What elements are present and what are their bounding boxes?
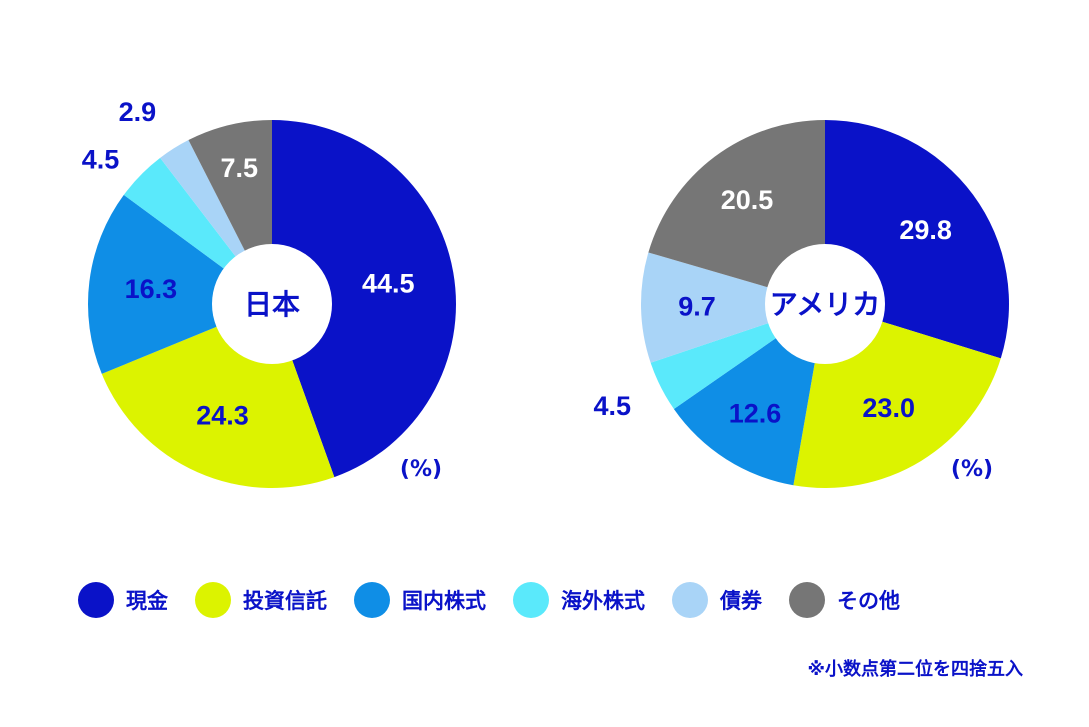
data-label-foreign-stocks: 4.5 — [82, 144, 120, 174]
pie-chart-japan: 44.5 24.3 16.3 4.5 2.9 7.5 日本 (%) — [82, 97, 457, 488]
legend-label: その他 — [837, 589, 900, 613]
legend-item-investment-trust: 投資信託 — [195, 582, 327, 618]
rounding-note: ※小数点第二位を四捨五入 — [807, 659, 1024, 680]
legend-swatch — [354, 582, 390, 618]
legend-swatch — [513, 582, 549, 618]
data-label-domestic-stocks: 12.6 — [729, 399, 782, 429]
pie-slice-domestic-stocks — [87, 194, 272, 374]
pie-center-hole — [212, 244, 332, 364]
legend-swatch — [78, 582, 114, 618]
pie-center-hole — [765, 244, 885, 364]
legend-item-other: その他 — [789, 582, 900, 618]
legend-label: 投資信託 — [243, 589, 327, 613]
legend-label: 現金 — [126, 589, 168, 613]
legend: 現金 投資信託 国内株式 海外株式 債券 その他 — [78, 582, 927, 618]
legend-swatch — [672, 582, 708, 618]
data-label-bonds: 9.7 — [678, 292, 716, 322]
legend-swatch — [789, 582, 825, 618]
data-label-investment-trust: 23.0 — [862, 393, 915, 423]
legend-item-foreign-stocks: 海外株式 — [513, 582, 645, 618]
legend-item-cash: 現金 — [78, 582, 168, 618]
data-label-other: 20.5 — [721, 185, 774, 215]
data-label-domestic-stocks: 16.3 — [125, 274, 178, 304]
legend-label: 海外株式 — [561, 589, 645, 613]
legend-label: 債券 — [720, 589, 762, 613]
unit-label: (%) — [951, 457, 993, 482]
data-label-foreign-stocks: 4.5 — [593, 391, 631, 421]
pie-chart-usa: 29.8 23.0 12.6 4.5 9.7 20.5 アメリカ (%) — [593, 120, 1010, 488]
data-label-bonds: 2.9 — [119, 97, 157, 127]
data-label-investment-trust: 24.3 — [196, 401, 249, 431]
legend-item-bonds: 債券 — [672, 582, 762, 618]
pie-center-label: 日本 — [244, 288, 300, 321]
data-label-cash: 29.8 — [899, 215, 952, 245]
pie-slice-bonds — [641, 252, 825, 363]
pie-slice-cash — [272, 120, 457, 478]
data-label-cash: 44.5 — [362, 269, 415, 299]
legend-swatch — [195, 582, 231, 618]
unit-label: (%) — [400, 457, 442, 482]
pie-slice-other — [648, 120, 825, 304]
data-label-other: 7.5 — [221, 153, 259, 183]
pie-center-label: アメリカ — [770, 288, 881, 321]
legend-label: 国内株式 — [402, 589, 486, 613]
legend-item-domestic-stocks: 国内株式 — [354, 582, 486, 618]
